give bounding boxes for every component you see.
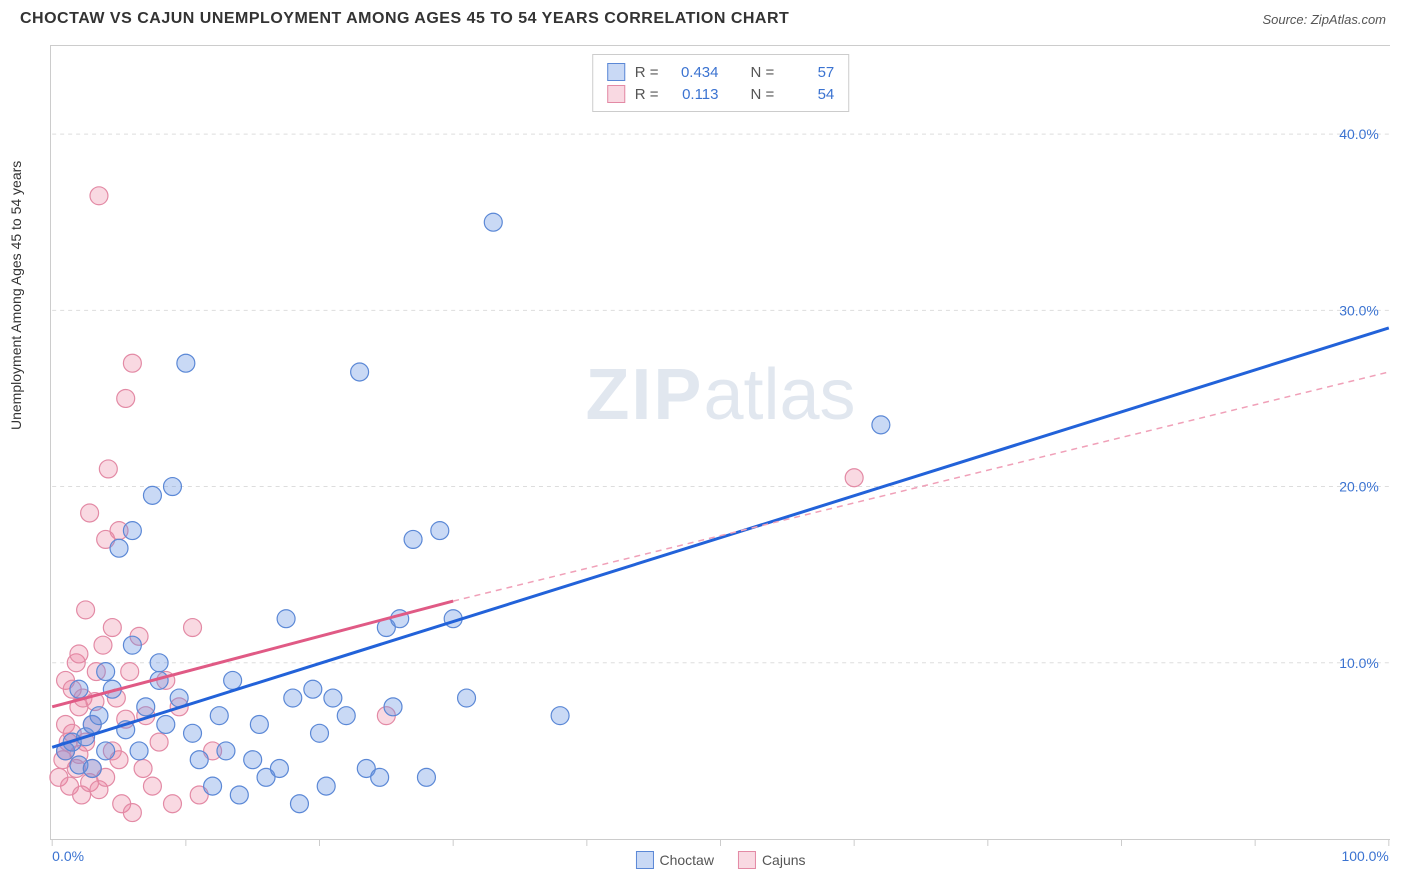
data-point (284, 689, 302, 707)
stat-r-label: R = (635, 86, 659, 103)
data-point (143, 777, 161, 795)
stat-n-label: N = (751, 86, 775, 103)
data-point (97, 742, 115, 760)
stat-n-value: 57 (784, 64, 834, 81)
data-point (404, 530, 422, 548)
data-point (244, 751, 262, 769)
stat-n-value: 54 (784, 86, 834, 103)
data-point (97, 663, 115, 681)
stat-swatch (607, 63, 625, 81)
data-point (110, 539, 128, 557)
data-point (304, 680, 322, 698)
source-label: Source: ZipAtlas.com (1262, 12, 1386, 27)
data-point (351, 363, 369, 381)
data-point (94, 636, 112, 654)
data-point (177, 354, 195, 372)
data-point (290, 795, 308, 813)
data-point (90, 707, 108, 725)
y-tick-label: 40.0% (1339, 126, 1379, 142)
stat-n-label: N = (751, 64, 775, 81)
data-point (431, 522, 449, 540)
data-point (217, 742, 235, 760)
trend-line (52, 601, 453, 707)
data-point (845, 469, 863, 487)
data-point (190, 751, 208, 769)
data-point (204, 777, 222, 795)
stat-r-value: 0.113 (669, 86, 719, 103)
data-point (230, 786, 248, 804)
data-point (417, 768, 435, 786)
scatter-plot-svg: 10.0%20.0%30.0%40.0%0.0%100.0% (51, 46, 1390, 839)
data-point (150, 733, 168, 751)
data-point (458, 689, 476, 707)
data-point (277, 610, 295, 628)
data-point (99, 460, 117, 478)
data-point (117, 389, 135, 407)
data-point (371, 768, 389, 786)
y-axis-label: Unemployment Among Ages 45 to 54 years (8, 161, 24, 430)
data-point (90, 187, 108, 205)
stat-r-value: 0.434 (669, 64, 719, 81)
chart-legend: Choctaw Cajuns (635, 851, 805, 869)
stat-r-label: R = (635, 64, 659, 81)
y-tick-label: 20.0% (1339, 479, 1379, 495)
data-point (83, 760, 101, 778)
data-point (143, 486, 161, 504)
data-point (224, 671, 242, 689)
legend-item: Cajuns (738, 851, 806, 869)
legend-label: Choctaw (659, 852, 713, 868)
y-tick-label: 10.0% (1339, 655, 1379, 671)
data-point (551, 707, 569, 725)
data-point (123, 522, 141, 540)
data-point (123, 804, 141, 822)
chart-plot-area: 10.0%20.0%30.0%40.0%0.0%100.0% ZIPatlas … (50, 45, 1390, 840)
stat-row: R = 0.113 N = 54 (607, 83, 835, 105)
chart-title: CHOCTAW VS CAJUN UNEMPLOYMENT AMONG AGES… (20, 10, 789, 28)
data-point (164, 795, 182, 813)
data-point (150, 654, 168, 672)
chart-header: CHOCTAW VS CAJUN UNEMPLOYMENT AMONG AGES… (0, 0, 1406, 33)
data-point (121, 663, 139, 681)
trend-line-ext (453, 372, 1389, 601)
data-point (77, 601, 95, 619)
data-point (70, 645, 88, 663)
data-point (184, 619, 202, 637)
x-tick-label: 0.0% (52, 848, 84, 864)
data-point (184, 724, 202, 742)
data-point (130, 742, 148, 760)
y-tick-label: 30.0% (1339, 302, 1379, 318)
x-tick-label: 100.0% (1341, 848, 1388, 864)
data-point (57, 715, 75, 733)
stat-swatch (607, 85, 625, 103)
data-point (384, 698, 402, 716)
legend-swatch (635, 851, 653, 869)
data-point (317, 777, 335, 795)
data-point (210, 707, 228, 725)
data-point (311, 724, 329, 742)
data-point (250, 715, 268, 733)
data-point (270, 760, 288, 778)
correlation-stats-box: R = 0.434 N = 57 R = 0.113 N = 54 (592, 54, 850, 112)
data-point (157, 715, 175, 733)
trend-line (52, 328, 1389, 747)
data-point (123, 354, 141, 372)
data-point (337, 707, 355, 725)
data-point (324, 689, 342, 707)
legend-label: Cajuns (762, 852, 806, 868)
data-point (484, 213, 502, 231)
data-point (123, 636, 141, 654)
data-point (872, 416, 890, 434)
data-point (164, 478, 182, 496)
data-point (103, 619, 121, 637)
legend-item: Choctaw (635, 851, 713, 869)
data-point (137, 698, 155, 716)
legend-swatch (738, 851, 756, 869)
stat-row: R = 0.434 N = 57 (607, 61, 835, 83)
data-point (70, 680, 88, 698)
data-point (134, 760, 152, 778)
data-point (81, 504, 99, 522)
